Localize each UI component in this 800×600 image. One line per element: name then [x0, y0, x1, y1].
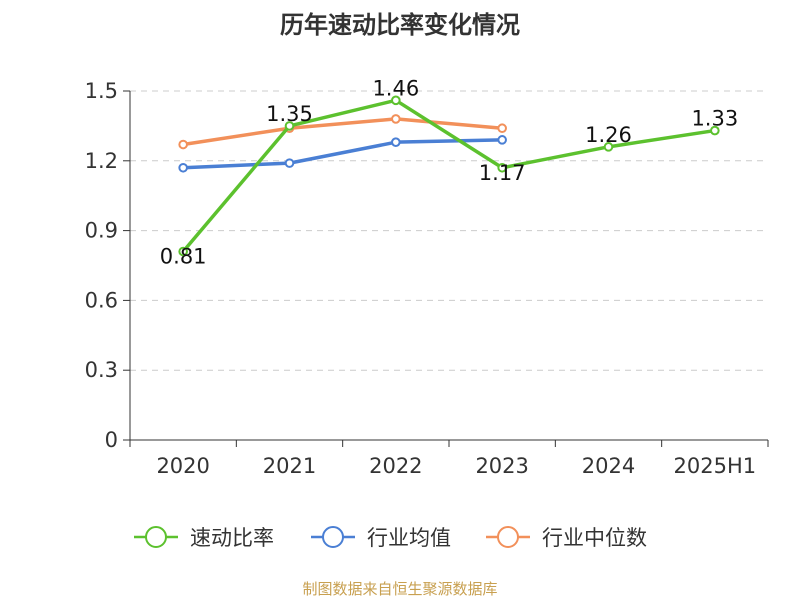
- data-point: [391, 95, 401, 106]
- chart-title: 历年速动比率变化情况: [280, 11, 520, 39]
- legend: 速动比率 行业均值 行业中位数: [134, 526, 647, 550]
- data-label: 1.33: [691, 107, 738, 131]
- data-label: 1.35: [266, 102, 313, 126]
- y-tick-label: 0.9: [85, 219, 118, 243]
- y-tick-label: 0.3: [85, 358, 118, 382]
- data-label: 0.81: [160, 245, 207, 269]
- x-tick-label: 2020: [156, 454, 209, 478]
- y-tick-label: 0: [105, 428, 118, 452]
- series-lines: [178, 95, 720, 257]
- data-point: [497, 162, 507, 173]
- grid-lines: [130, 90, 768, 371]
- y-tick-label: 0.6: [85, 288, 118, 312]
- x-tick-label: 2024: [582, 454, 635, 478]
- y-tick-label: 1.5: [85, 79, 118, 103]
- legend-marker: [145, 526, 167, 548]
- data-point: [284, 158, 295, 168]
- axes: 0 0.3 0.6 0.9 1.2 1.5 2020 2021 2022 2023 2024 2025…: [85, 79, 769, 478]
- series-line-0: [181, 98, 716, 253]
- data-point: [284, 121, 295, 131]
- x-tick-label: 2021: [263, 454, 316, 478]
- legend-label: 速动比率: [190, 526, 274, 550]
- data-label: 1.17: [479, 161, 526, 185]
- x-tick-label: 2022: [369, 454, 422, 478]
- legend-label: 行业中位数: [542, 526, 647, 550]
- data-label: 1.26: [585, 123, 632, 147]
- data-point: [710, 125, 720, 136]
- data-point: [497, 123, 507, 134]
- legend-label: 行业均值: [367, 526, 451, 550]
- data-point: [391, 114, 401, 124]
- data-label: 1.46: [372, 76, 419, 100]
- series-line-1: [183, 138, 503, 170]
- legend-marker: [322, 526, 344, 548]
- x-tick-label: 2025H1: [674, 454, 757, 478]
- legend-marker: [497, 526, 519, 548]
- data-point: [391, 137, 401, 147]
- x-tick-label: 2023: [475, 454, 528, 478]
- data-labels: 0.81 1.35 1.46 1.17 1.26 1.33: [160, 76, 738, 268]
- y-tick-label: 1.2: [85, 149, 118, 173]
- source-note: 制图数据来自恒生聚源数据库: [302, 580, 497, 598]
- data-point: [178, 139, 188, 150]
- series-line-2: [182, 117, 503, 147]
- data-point: [178, 246, 188, 257]
- data-point: [603, 142, 614, 152]
- data-point: [497, 135, 507, 145]
- data-point: [178, 162, 188, 173]
